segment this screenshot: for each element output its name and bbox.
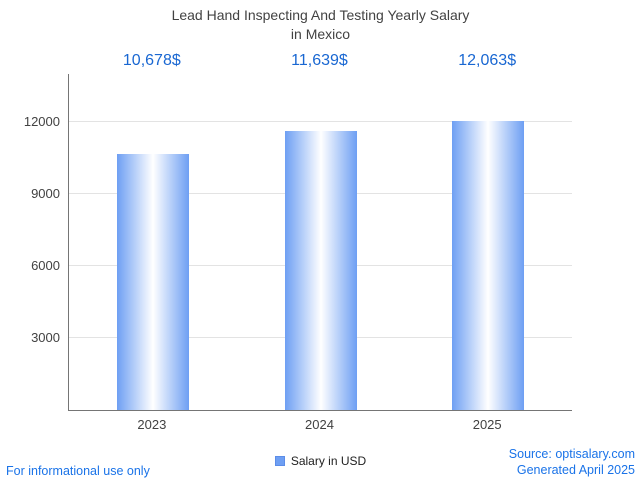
plot-area [68, 74, 572, 411]
bar-2023[interactable] [116, 153, 189, 410]
y-axis-labels: 3000 6000 9000 12000 [0, 74, 60, 410]
bar-2025[interactable] [452, 120, 525, 410]
bar-value-label: 12,063$ [458, 52, 517, 69]
x-tick-label: 2023 [137, 417, 167, 432]
x-tick-label: 2025 [472, 417, 502, 432]
chart-title: Lead Hand Inspecting And Testing Yearly … [0, 6, 641, 44]
legend-swatch-icon [274, 456, 285, 466]
generated-date: Generated April 2025 [516, 462, 635, 477]
disclaimer-text: For informational use only [6, 464, 150, 478]
legend: Salary in USD [0, 454, 641, 468]
bar-slot [69, 74, 237, 410]
bar-value-label: 11,639$ [291, 52, 348, 69]
y-tick-label: 6000 [31, 258, 60, 273]
bar-value-label: 10,678$ [122, 52, 181, 69]
y-tick-label: 9000 [31, 186, 60, 201]
bar-slot [404, 74, 572, 410]
bar-2024[interactable] [284, 130, 357, 410]
legend-label: Salary in USD [290, 454, 367, 468]
x-tick-label: 2024 [305, 417, 334, 432]
y-tick-label: 3000 [31, 330, 60, 345]
bar-slot [237, 74, 405, 410]
gridline [69, 121, 572, 122]
source-link[interactable]: Source: optisalary.com [508, 446, 635, 461]
value-labels-row: 10,678$ 11,639$ 12,063$ [68, 52, 571, 70]
source-block: Source: optisalary.com Generated April 2… [509, 446, 635, 479]
y-tick-label: 12000 [23, 114, 60, 129]
chart-title-line2: in Mexico [290, 25, 351, 42]
x-axis-labels: 2023 2024 2025 [68, 417, 571, 432]
chart-title-line1: Lead Hand Inspecting And Testing Yearly … [171, 7, 470, 23]
bars-row [69, 74, 572, 410]
